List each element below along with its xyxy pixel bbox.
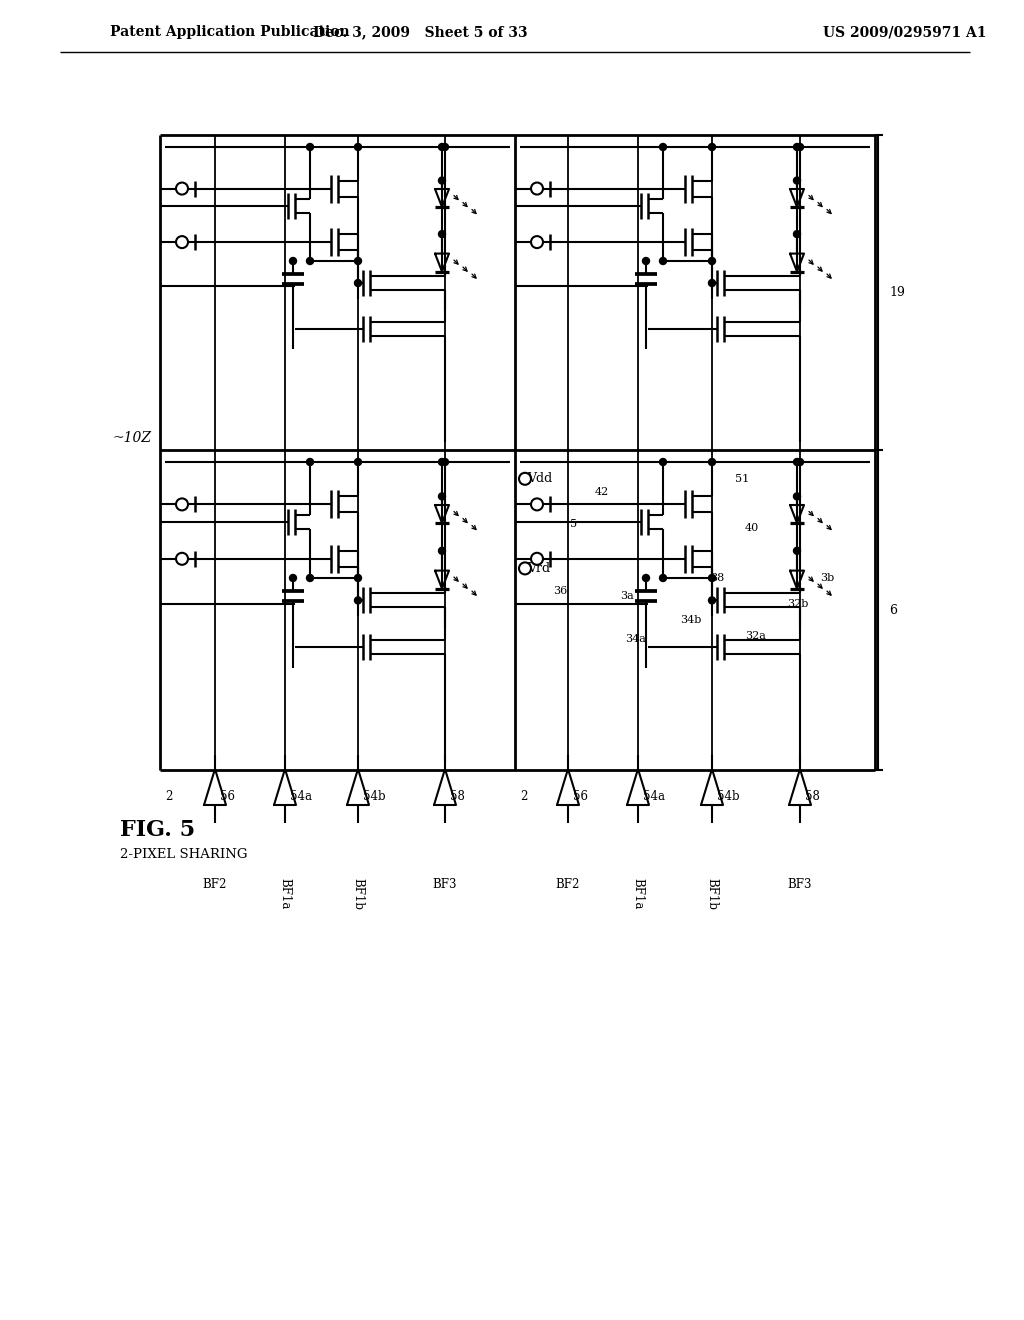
Text: 3b: 3b [820,573,835,583]
Text: 58: 58 [450,789,465,803]
Circle shape [306,574,313,582]
Circle shape [709,597,716,605]
Circle shape [642,574,649,582]
Circle shape [438,231,445,238]
Circle shape [306,257,313,264]
Circle shape [438,177,445,183]
Circle shape [354,280,361,286]
Text: Vdd: Vdd [527,473,552,486]
Text: 38: 38 [710,573,724,583]
Text: 32a: 32a [745,631,766,640]
Text: 6: 6 [889,603,897,616]
Circle shape [176,553,188,565]
Circle shape [441,458,449,466]
Circle shape [519,473,531,484]
Text: BF2: BF2 [203,878,227,891]
Circle shape [519,562,531,574]
Circle shape [531,553,543,565]
Text: BF1b: BF1b [706,878,719,909]
Circle shape [176,182,188,194]
Circle shape [794,492,801,500]
Text: ~10Z: ~10Z [113,432,152,445]
Text: BF2: BF2 [556,878,581,891]
Circle shape [306,144,313,150]
Text: BF1a: BF1a [279,878,292,909]
Circle shape [794,177,801,183]
Circle shape [438,492,445,500]
Text: 54a: 54a [643,789,665,803]
Text: 34a: 34a [625,634,646,644]
Circle shape [531,182,543,194]
Text: 56: 56 [573,789,588,803]
Circle shape [290,257,297,264]
Circle shape [659,257,667,264]
Circle shape [441,144,449,150]
Circle shape [438,144,445,150]
Circle shape [531,499,543,511]
Text: Dec. 3, 2009   Sheet 5 of 33: Dec. 3, 2009 Sheet 5 of 33 [312,25,527,40]
Text: BF1a: BF1a [632,878,644,909]
Circle shape [438,458,445,466]
Text: BF1b: BF1b [351,878,365,909]
Text: 56: 56 [220,789,234,803]
Text: 2-PIXEL SHARING: 2-PIXEL SHARING [120,849,248,862]
Circle shape [354,144,361,150]
Circle shape [709,280,716,286]
Circle shape [659,458,667,466]
Text: 54b: 54b [717,789,739,803]
Text: 51: 51 [735,474,750,484]
Circle shape [176,236,188,248]
Circle shape [709,574,716,582]
Text: FIG. 5: FIG. 5 [120,818,196,841]
Circle shape [438,548,445,554]
Circle shape [642,257,649,264]
Circle shape [659,144,667,150]
Text: 32b: 32b [787,598,808,609]
Circle shape [794,144,801,150]
Text: 54b: 54b [362,789,386,803]
Circle shape [709,458,716,466]
Circle shape [290,574,297,582]
Text: 19: 19 [889,286,905,300]
Text: 2: 2 [165,789,172,803]
Circle shape [794,458,801,466]
Circle shape [797,458,804,466]
Text: BF3: BF3 [433,878,458,891]
Circle shape [354,458,361,466]
Text: 34b: 34b [680,615,701,624]
Circle shape [354,574,361,582]
Text: 42: 42 [595,487,609,496]
Text: 40: 40 [745,524,759,533]
Text: US 2009/0295971 A1: US 2009/0295971 A1 [823,25,987,40]
Text: 54a: 54a [290,789,312,803]
Circle shape [797,144,804,150]
Circle shape [794,548,801,554]
Text: 2: 2 [520,789,527,803]
Circle shape [659,574,667,582]
Text: Patent Application Publication: Patent Application Publication [110,25,349,40]
Text: 58: 58 [805,789,820,803]
Text: BF3: BF3 [787,878,812,891]
Circle shape [306,458,313,466]
Text: 36: 36 [553,586,567,595]
Text: Vrd: Vrd [527,562,550,576]
Circle shape [354,597,361,605]
Circle shape [354,257,361,264]
Text: 5: 5 [570,519,578,528]
Text: 3a: 3a [620,590,634,601]
Circle shape [794,231,801,238]
Circle shape [709,257,716,264]
Circle shape [531,236,543,248]
Circle shape [176,499,188,511]
Circle shape [709,144,716,150]
